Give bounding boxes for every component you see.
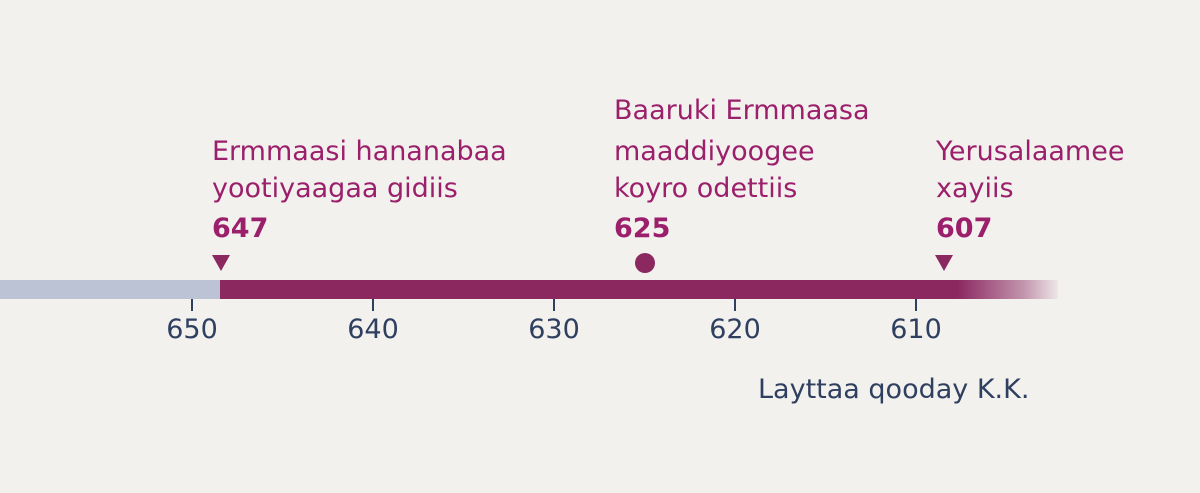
- tick-mark-620: [734, 299, 736, 311]
- tick-mark-610: [915, 299, 917, 311]
- timeline-bar-period: [220, 280, 1058, 299]
- event-607-year: 607: [936, 213, 993, 244]
- tick-label-610: 610: [890, 314, 942, 345]
- event-607-line2: xayiis: [936, 173, 1014, 204]
- event-625-line3: koyro odettiis: [614, 173, 798, 204]
- tick-mark-650: [191, 299, 193, 311]
- event-625-line2: maaddiyoogee: [614, 136, 815, 167]
- tick-mark-630: [553, 299, 555, 311]
- event-625-line1: Baaruki Ermmaasa: [614, 95, 870, 126]
- tick-label-650: 650: [166, 314, 218, 345]
- timeline-bar-before: [0, 280, 220, 299]
- axis-caption: Layttaa qooday K.K.: [758, 374, 1030, 405]
- event-625-dot-marker: [635, 253, 655, 273]
- tick-label-640: 640: [347, 314, 399, 345]
- tick-mark-640: [372, 299, 374, 311]
- event-647-line2: yootiyaagaa gidiis: [212, 173, 458, 204]
- tick-label-620: 620: [709, 314, 761, 345]
- event-647-triangle-marker: [212, 255, 230, 271]
- event-607-triangle-marker: [935, 255, 953, 271]
- event-647-year: 647: [212, 213, 269, 244]
- tick-label-630: 630: [528, 314, 580, 345]
- event-625-year: 625: [614, 213, 671, 244]
- event-647-line1: Ermmaasi hananabaa: [212, 136, 507, 167]
- event-607-line1: Yerusalaamee: [936, 136, 1125, 167]
